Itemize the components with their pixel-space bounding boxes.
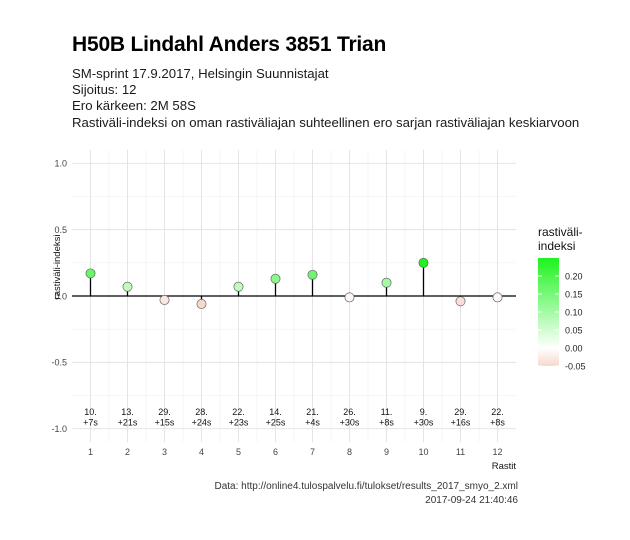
subtitle-line-description: Rastiväli-indeksi on oman rastiväliajan … xyxy=(72,114,580,130)
point-label-rank: 13. xyxy=(121,407,134,417)
x-tick-label: 12 xyxy=(492,447,502,457)
point-label-rank: 29. xyxy=(454,407,467,417)
point-label-rank: 10. xyxy=(84,407,97,417)
legend-tick-label: 0.00 xyxy=(565,343,583,353)
point-label-rank: 9. xyxy=(420,407,428,417)
point-label-time: +25s xyxy=(266,418,286,428)
point-label-time: +23s xyxy=(229,418,249,428)
x-tick-label: 3 xyxy=(162,447,167,457)
point-label-rank: 14. xyxy=(269,407,282,417)
point-label-rank: 11. xyxy=(381,407,393,417)
data-point xyxy=(307,269,318,280)
chart-caption: Data: http://online4.tulospalvelu.fi/tul… xyxy=(214,480,518,507)
x-tick-label: 11 xyxy=(456,447,465,457)
y-tick-label: 1.0 xyxy=(54,159,67,169)
legend-colorbar xyxy=(538,258,559,366)
legend-title-line2: indeksi xyxy=(538,239,575,253)
point-label-time: +8s xyxy=(379,418,394,428)
x-tick-label: 9 xyxy=(384,447,389,457)
x-tick-label: 1 xyxy=(88,447,93,457)
point-label-time: +15s xyxy=(155,418,175,428)
chart-title: H50B Lindahl Anders 3851 Trian xyxy=(72,33,387,56)
point-label-rank: 21. xyxy=(306,407,319,417)
point-label-time: +7s xyxy=(83,418,98,428)
legend-tick-label: 0.15 xyxy=(565,289,583,299)
legend-tick-label: 0.10 xyxy=(565,307,583,317)
data-point xyxy=(233,281,244,292)
point-label-rank: 29. xyxy=(158,407,171,417)
subtitle-line-placing: Sijoitus: 12 xyxy=(72,82,137,98)
y-tick-label: -1.0 xyxy=(51,424,67,434)
caption-source: Data: http://online4.tulospalvelu.fi/tul… xyxy=(214,481,518,492)
data-point xyxy=(196,299,207,309)
data-point xyxy=(418,257,429,268)
point-label-time: +16s xyxy=(451,418,471,428)
data-point xyxy=(85,268,96,279)
x-tick-label: 7 xyxy=(310,447,315,457)
x-axis-title: Rastit xyxy=(492,461,517,472)
y-axis-title: rastiväli-indeksi xyxy=(52,235,63,300)
data-point xyxy=(122,281,133,292)
y-tick-label: -0.5 xyxy=(51,358,67,368)
data-point xyxy=(344,292,355,303)
point-label-time: +8s xyxy=(490,418,505,428)
data-point xyxy=(381,277,392,288)
point-label-time: +21s xyxy=(118,418,138,428)
x-tick-label: 6 xyxy=(273,447,278,457)
x-tick-label: 2 xyxy=(125,447,130,457)
point-label-rank: 22. xyxy=(232,407,245,417)
x-tick-label: 10 xyxy=(418,447,428,457)
point-label-time: +30s xyxy=(340,418,360,428)
data-point xyxy=(159,295,170,305)
legend-tick-label: 0.05 xyxy=(565,325,583,335)
x-tick-label: 5 xyxy=(236,447,241,457)
x-tick-label: 8 xyxy=(347,447,352,457)
point-label-time: +4s xyxy=(305,418,320,428)
chart-subtitle: SM-sprint 17.9.2017, Helsingin Suunnista… xyxy=(72,66,579,131)
data-point xyxy=(455,296,466,307)
y-tick-label: 0.5 xyxy=(54,225,67,235)
point-label-rank: 28. xyxy=(195,407,208,417)
point-label-time: +30s xyxy=(414,418,434,428)
legend-tick-label: -0.05 xyxy=(565,361,586,371)
data-point xyxy=(492,292,503,303)
subtitle-line-event: SM-sprint 17.9.2017, Helsingin Suunnista… xyxy=(72,66,329,81)
point-label-time: +24s xyxy=(192,418,212,428)
caption-timestamp: 2017-09-24 21:40:46 xyxy=(425,494,518,506)
data-point xyxy=(270,273,281,284)
legend-tick-label: 0.20 xyxy=(565,271,583,281)
subtitle-line-gap: Ero kärkeen: 2M 58S xyxy=(72,98,196,114)
point-label-rank: 22. xyxy=(491,407,504,417)
legend-title-line1: rastiväli- xyxy=(538,225,583,239)
point-label-rank: 26. xyxy=(343,407,356,417)
x-tick-label: 4 xyxy=(199,447,204,457)
y-tick-label: 0.0 xyxy=(54,291,67,301)
